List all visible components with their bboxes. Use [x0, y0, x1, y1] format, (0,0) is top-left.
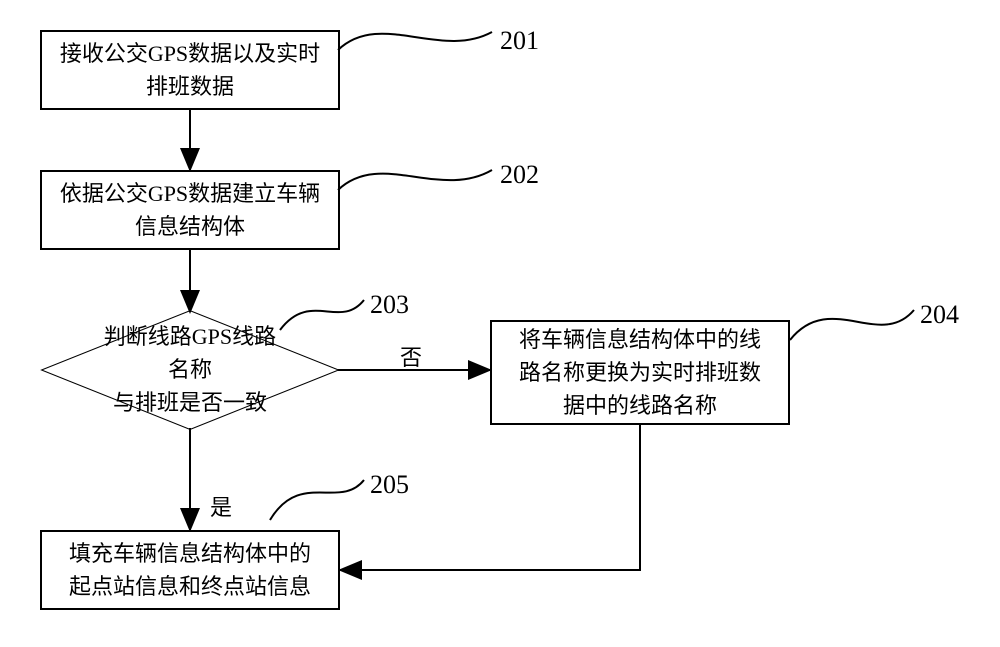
node-label-n201: 201 — [500, 26, 539, 56]
flowchart-canvas: 是 否 接收公交GPS数据以及实时排班数据 201 依据公交GPS数据建立车辆信息结构体… — [0, 0, 1000, 647]
node-label-n202: 202 — [500, 160, 539, 190]
node-label-n205: 205 — [370, 470, 409, 500]
edge-label: 否 — [400, 340, 422, 372]
flow-box-n205: 填充车辆信息结构体中的起点站信息和终点站信息 — [40, 530, 340, 610]
edge-label: 是 — [210, 490, 232, 522]
flow-box-n204: 将车辆信息结构体中的线路名称更换为实时排班数据中的线路名称 — [490, 320, 790, 425]
node-label-n204: 204 — [920, 300, 959, 330]
node-label-n203: 203 — [370, 290, 409, 320]
flow-box-n201: 接收公交GPS数据以及实时排班数据 — [40, 30, 340, 110]
flow-box-n202: 依据公交GPS数据建立车辆信息结构体 — [40, 170, 340, 250]
flow-diamond-n203: 判断线路GPS线路名称与排班是否一致 — [84, 264, 296, 476]
